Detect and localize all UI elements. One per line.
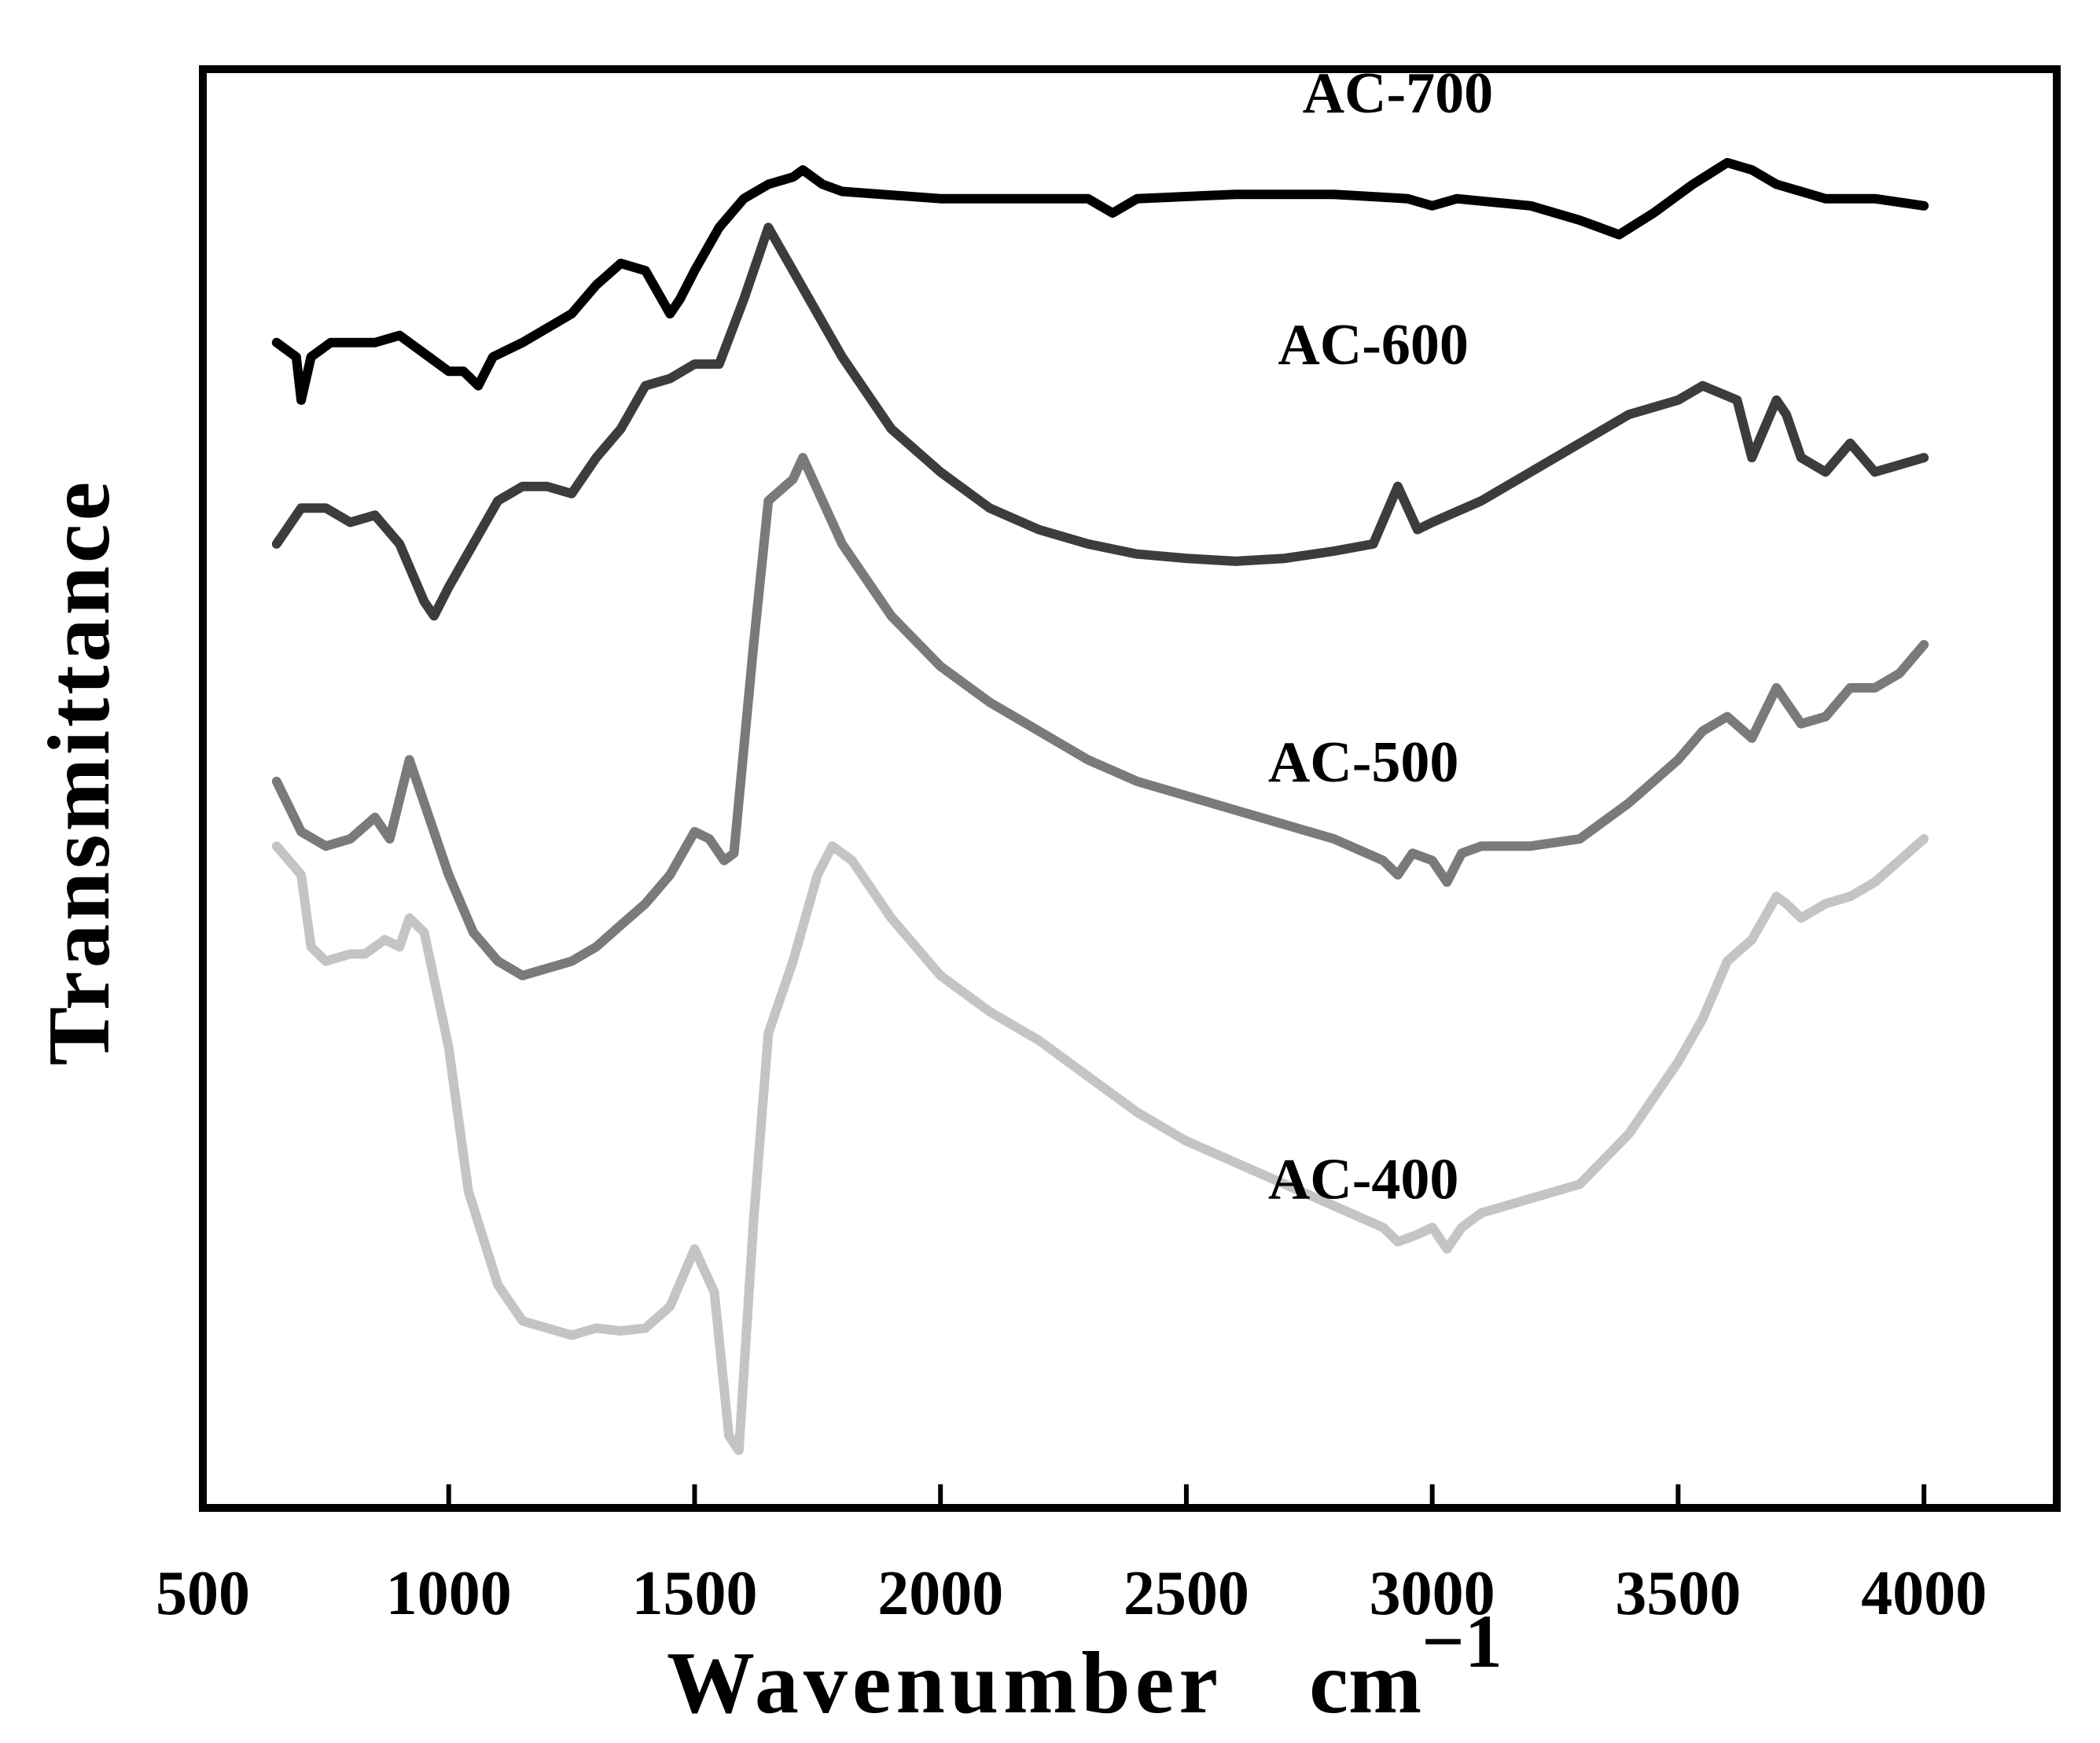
series-label-ac-600: AC-600 (1278, 313, 1469, 377)
x-tick-label: 3500 (1615, 1559, 1741, 1628)
series-line-ac-400 (271, 834, 1929, 1455)
x-tick-label: 2000 (877, 1559, 1003, 1628)
series-line-ac-600 (271, 222, 1929, 621)
series-line-ac-500 (271, 453, 1929, 980)
x-axis-label: Wavenumber (667, 1635, 1223, 1732)
x-axis-unit: cm (1309, 1635, 1421, 1732)
x-axis-unit-exponent: −1 (1421, 1599, 1502, 1683)
x-tick-label: 1500 (631, 1559, 757, 1628)
y-axis-title: Transmittance (31, 479, 128, 1066)
series-line-ac-700 (271, 157, 1929, 405)
series-label-ac-400: AC-400 (1268, 1148, 1459, 1212)
x-tick-label: 3000 (1370, 1559, 1495, 1628)
x-tick-label: 4000 (1861, 1559, 1987, 1628)
series-label-ac-500: AC-500 (1268, 730, 1459, 795)
x-axis-tick-labels: 500 1000 1500 2000 2500 3000 3500 4000 (156, 1559, 1987, 1628)
plot-frame (199, 65, 2061, 1512)
x-tick-label: 500 (156, 1559, 250, 1628)
x-tick-label: 2500 (1124, 1559, 1249, 1628)
x-axis-title: Wavenumber cm−1 (667, 1599, 1502, 1732)
x-tick-label: 1000 (386, 1559, 512, 1628)
series-lines (271, 157, 1929, 1455)
